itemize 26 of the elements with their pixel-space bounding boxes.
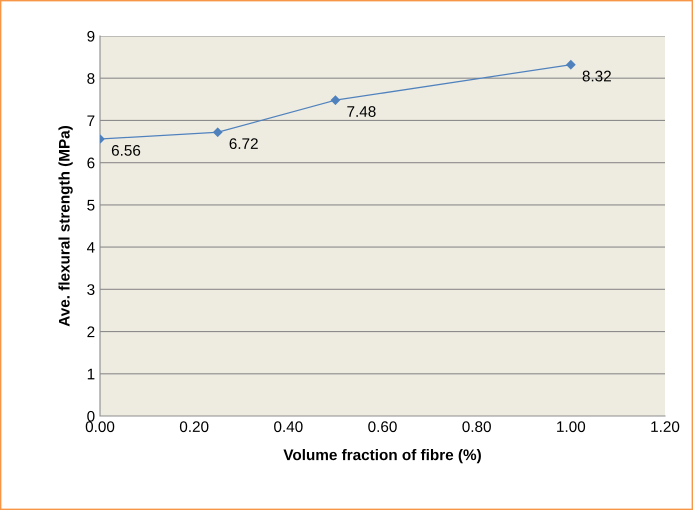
y-tick-label: 9 — [87, 30, 94, 42]
y-tick-label: 2 — [87, 326, 94, 338]
data-label: 6.72 — [230, 138, 258, 150]
x-tick-label: 0.00 — [86, 421, 114, 432]
x-tick-label: 0.40 — [274, 421, 303, 432]
x-tick-label: 1.00 — [557, 421, 586, 432]
point — [213, 128, 222, 137]
y-tick-label: 5 — [87, 200, 94, 211]
y-axis-title: Ave. flexural strength (MPa) — [58, 126, 73, 326]
y-tick-label: 6 — [87, 158, 94, 168]
y-tick-label: 8 — [87, 73, 94, 84]
data-label: 7.48 — [347, 106, 376, 117]
point — [330, 96, 340, 105]
x-tick-label: 0.20 — [180, 421, 208, 432]
point — [566, 60, 576, 70]
x-tick-label: 0.60 — [368, 421, 397, 432]
x-tick-label: 0.80 — [462, 421, 491, 432]
data-label: 8.32 — [582, 70, 611, 82]
y-tick-label: 3 — [87, 284, 94, 296]
y-tick-label: 1 — [88, 368, 94, 380]
x-tick-label: 1.20 — [651, 421, 680, 432]
y-tick-label: 4 — [86, 242, 95, 253]
data-label: 6.56 — [112, 144, 140, 156]
y-tick-label: 0 — [87, 410, 95, 422]
x-axis-title: Volume fraction of fibre (%) — [283, 448, 481, 464]
y-tick-label: 7 — [87, 115, 94, 126]
